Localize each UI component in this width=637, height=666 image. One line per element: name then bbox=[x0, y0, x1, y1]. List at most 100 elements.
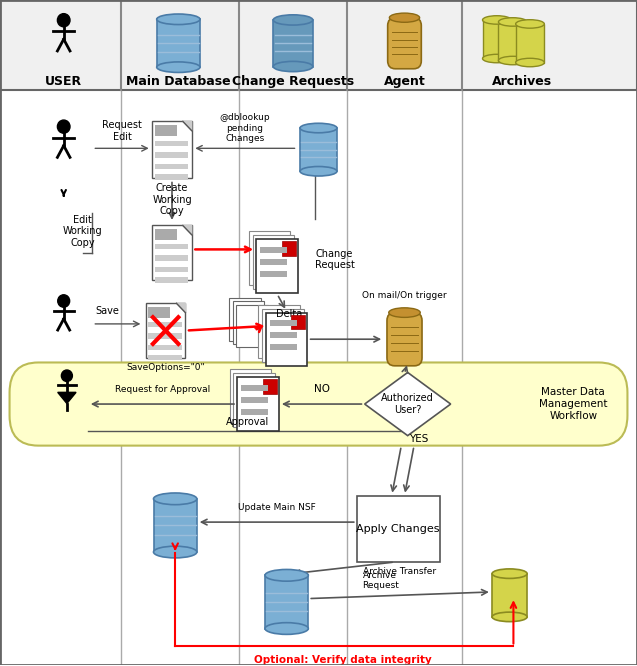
FancyBboxPatch shape bbox=[260, 247, 287, 252]
FancyBboxPatch shape bbox=[155, 230, 176, 240]
Text: Update Main NSF: Update Main NSF bbox=[238, 503, 316, 512]
FancyBboxPatch shape bbox=[492, 573, 527, 617]
Polygon shape bbox=[183, 121, 192, 131]
Text: Apply Changes: Apply Changes bbox=[356, 523, 440, 533]
FancyBboxPatch shape bbox=[266, 312, 307, 366]
Ellipse shape bbox=[389, 13, 420, 22]
FancyBboxPatch shape bbox=[241, 385, 268, 391]
FancyBboxPatch shape bbox=[148, 333, 182, 338]
Text: YES: YES bbox=[410, 434, 429, 444]
Ellipse shape bbox=[498, 18, 527, 26]
FancyBboxPatch shape bbox=[258, 304, 299, 358]
Ellipse shape bbox=[498, 57, 527, 65]
Text: Save: Save bbox=[95, 306, 119, 316]
Text: Change Requests: Change Requests bbox=[232, 75, 354, 89]
FancyBboxPatch shape bbox=[265, 575, 308, 629]
FancyBboxPatch shape bbox=[148, 307, 170, 318]
Ellipse shape bbox=[492, 612, 527, 621]
Polygon shape bbox=[183, 226, 192, 235]
Text: Edit
Working
Copy: Edit Working Copy bbox=[63, 215, 103, 248]
FancyBboxPatch shape bbox=[248, 232, 290, 284]
Text: Main Database: Main Database bbox=[126, 75, 231, 89]
FancyBboxPatch shape bbox=[269, 344, 297, 350]
Ellipse shape bbox=[157, 62, 200, 73]
FancyBboxPatch shape bbox=[357, 496, 440, 562]
FancyBboxPatch shape bbox=[241, 397, 268, 403]
FancyBboxPatch shape bbox=[388, 18, 421, 69]
Text: Master Data
Management
Workflow: Master Data Management Workflow bbox=[539, 388, 608, 421]
FancyBboxPatch shape bbox=[300, 128, 337, 171]
Text: Request
Edit: Request Edit bbox=[102, 121, 142, 142]
Text: On mail/On trigger: On mail/On trigger bbox=[362, 292, 447, 300]
FancyBboxPatch shape bbox=[229, 370, 271, 423]
FancyBboxPatch shape bbox=[148, 344, 182, 350]
Ellipse shape bbox=[154, 546, 197, 558]
Text: Change
Request: Change Request bbox=[315, 248, 355, 270]
Circle shape bbox=[57, 120, 70, 133]
Circle shape bbox=[58, 295, 69, 307]
FancyBboxPatch shape bbox=[152, 226, 192, 280]
Text: Archive
Request: Archive Request bbox=[362, 571, 399, 590]
FancyBboxPatch shape bbox=[233, 374, 275, 427]
FancyBboxPatch shape bbox=[282, 242, 296, 256]
FancyBboxPatch shape bbox=[498, 22, 527, 61]
FancyBboxPatch shape bbox=[516, 24, 544, 63]
FancyBboxPatch shape bbox=[269, 332, 297, 338]
Ellipse shape bbox=[300, 166, 337, 176]
Ellipse shape bbox=[157, 14, 200, 25]
Text: Archives: Archives bbox=[492, 75, 552, 89]
Ellipse shape bbox=[516, 59, 544, 67]
Text: NO: NO bbox=[313, 384, 330, 394]
FancyBboxPatch shape bbox=[146, 303, 185, 358]
FancyBboxPatch shape bbox=[155, 255, 189, 260]
Text: Create
Working
Copy: Create Working Copy bbox=[152, 183, 192, 216]
Text: SaveOptions="0": SaveOptions="0" bbox=[126, 363, 205, 372]
FancyBboxPatch shape bbox=[260, 270, 287, 276]
Polygon shape bbox=[58, 392, 76, 404]
Text: Archive Transfer: Archive Transfer bbox=[364, 567, 436, 577]
FancyBboxPatch shape bbox=[233, 301, 264, 344]
Text: USER: USER bbox=[45, 75, 82, 89]
FancyBboxPatch shape bbox=[10, 362, 627, 446]
Text: Agent: Agent bbox=[383, 75, 426, 89]
Text: Delta: Delta bbox=[276, 309, 302, 319]
FancyBboxPatch shape bbox=[229, 298, 261, 340]
Text: Optional: Verify data integrity: Optional: Verify data integrity bbox=[254, 655, 431, 665]
FancyBboxPatch shape bbox=[148, 355, 182, 360]
FancyBboxPatch shape bbox=[269, 320, 297, 326]
FancyBboxPatch shape bbox=[148, 322, 182, 327]
FancyBboxPatch shape bbox=[260, 258, 287, 264]
Circle shape bbox=[57, 13, 70, 27]
FancyBboxPatch shape bbox=[155, 125, 176, 136]
Ellipse shape bbox=[516, 20, 544, 28]
Ellipse shape bbox=[300, 123, 337, 133]
FancyBboxPatch shape bbox=[155, 266, 189, 272]
Ellipse shape bbox=[273, 15, 313, 25]
Circle shape bbox=[61, 370, 73, 382]
FancyBboxPatch shape bbox=[236, 304, 268, 347]
FancyBboxPatch shape bbox=[155, 153, 189, 158]
Ellipse shape bbox=[265, 569, 308, 581]
FancyBboxPatch shape bbox=[291, 314, 306, 329]
Polygon shape bbox=[364, 372, 451, 436]
Ellipse shape bbox=[154, 493, 197, 505]
Polygon shape bbox=[176, 303, 185, 312]
Ellipse shape bbox=[389, 308, 420, 318]
Ellipse shape bbox=[265, 623, 308, 635]
Text: Approval: Approval bbox=[226, 417, 269, 427]
FancyBboxPatch shape bbox=[155, 244, 189, 249]
FancyBboxPatch shape bbox=[273, 20, 313, 67]
Text: Authorized
User?: Authorized User? bbox=[382, 393, 434, 415]
FancyBboxPatch shape bbox=[256, 240, 297, 292]
FancyBboxPatch shape bbox=[155, 164, 189, 169]
FancyBboxPatch shape bbox=[387, 312, 422, 366]
FancyBboxPatch shape bbox=[482, 20, 511, 59]
Ellipse shape bbox=[492, 569, 527, 578]
FancyBboxPatch shape bbox=[157, 19, 200, 67]
FancyBboxPatch shape bbox=[155, 141, 189, 147]
Ellipse shape bbox=[482, 55, 511, 63]
Text: Request for Approval: Request for Approval bbox=[115, 385, 210, 394]
FancyBboxPatch shape bbox=[152, 121, 192, 178]
Ellipse shape bbox=[482, 16, 511, 24]
Ellipse shape bbox=[273, 61, 313, 72]
